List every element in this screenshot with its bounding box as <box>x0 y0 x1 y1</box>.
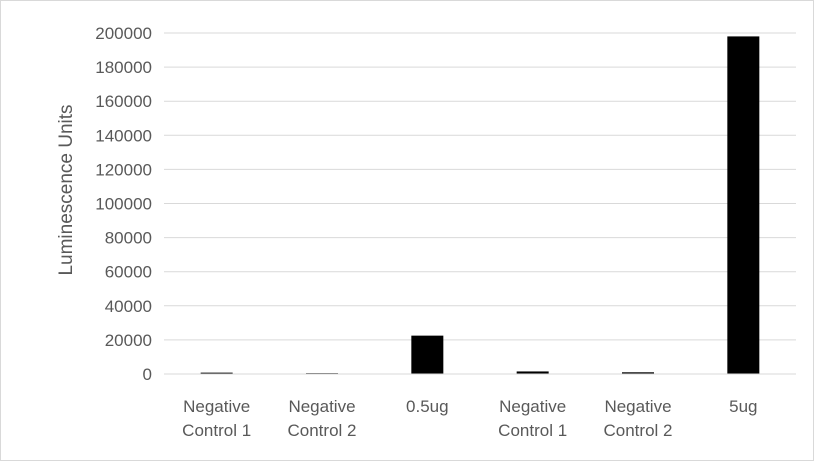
x-tick-label-line: Negative <box>183 397 250 416</box>
y-axis-title: Luminescence Units <box>56 104 77 275</box>
bar <box>516 371 549 374</box>
x-tick-label-line: 5ug <box>729 397 757 416</box>
x-tick-label-line: Negative <box>604 397 671 416</box>
x-tick-labels: Negative Control 1 Negative Control 2 0.5ug N… <box>182 397 757 440</box>
x-tick-label: 5ug <box>729 397 757 416</box>
bars <box>200 36 760 375</box>
y-tick-label: 160000 <box>95 92 152 111</box>
x-tick-label-line: 0.5ug <box>406 397 449 416</box>
gridlines <box>164 32 796 341</box>
x-tick-label-line: Control 2 <box>604 421 673 440</box>
y-tick-label: 60000 <box>105 263 152 282</box>
x-tick-label-line: Control 1 <box>182 421 251 440</box>
y-tick-label: 0 <box>143 365 152 384</box>
x-tick-label-line: Control 2 <box>288 421 357 440</box>
y-tick-label: 120000 <box>95 160 152 179</box>
bar <box>200 372 233 374</box>
x-tick-label-line: Negative <box>288 397 355 416</box>
y-tick-label: 100000 <box>95 195 152 214</box>
y-tick-label: 80000 <box>105 229 152 248</box>
bar <box>622 372 654 374</box>
y-tick-labels: 0 20000 40000 60000 80000 100000 120000 140000 1… <box>95 24 152 384</box>
y-tick-label: 180000 <box>95 58 152 77</box>
x-tick-label: Negative Control 2 <box>604 397 673 440</box>
x-tick-label-line: Negative <box>499 397 566 416</box>
y-tick-label: 140000 <box>95 126 152 145</box>
bar <box>727 36 760 374</box>
y-tick-label: 200000 <box>95 24 152 43</box>
y-tick-label: 20000 <box>105 331 152 350</box>
x-tick-label-line: Control 1 <box>498 421 567 440</box>
y-tick-label: 40000 <box>105 297 152 316</box>
x-tick-label: Negative Control 2 <box>288 397 357 440</box>
x-tick-label: 0.5ug <box>406 397 449 416</box>
x-tick-label: Negative Control 1 <box>182 397 251 440</box>
bar <box>411 335 444 374</box>
x-tick-label: Negative Control 1 <box>498 397 567 440</box>
